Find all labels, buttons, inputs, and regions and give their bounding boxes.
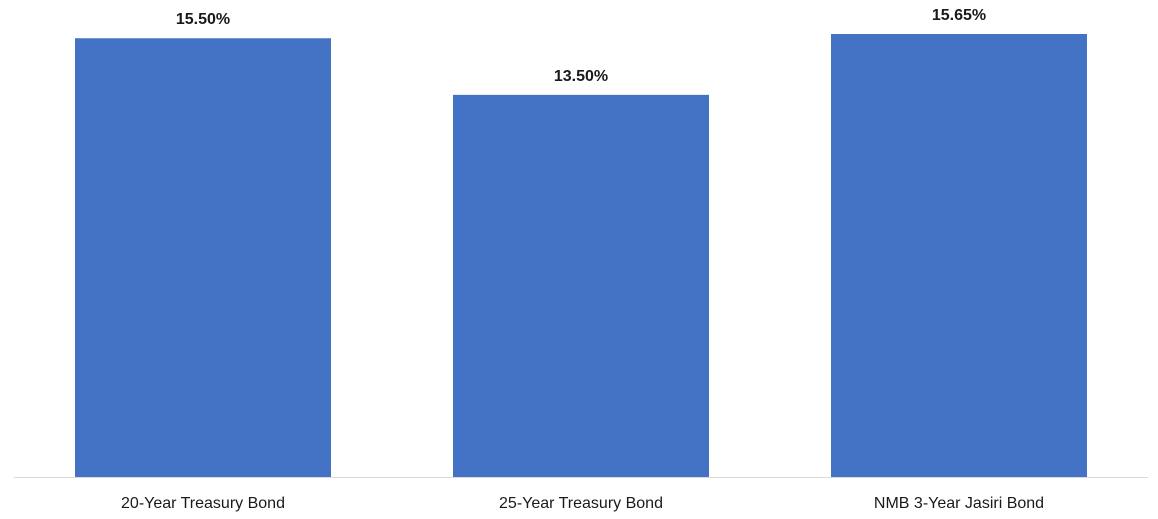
bar-1 (75, 38, 331, 478)
bar-3 (831, 34, 1087, 477)
data-labels-group: 15.50% 13.50% 15.65% (176, 7, 986, 85)
bar-2 (453, 94, 709, 477)
x-tick-label-3: NMB 3-Year Jasiri Bond (874, 495, 1044, 512)
x-tick-labels-group: 20-Year Treasury Bond 25-Year Treasury Bo… (121, 495, 1044, 512)
bars-group (75, 34, 1087, 478)
data-label-3: 15.65% (932, 7, 986, 24)
data-label-2: 13.50% (554, 68, 608, 85)
x-tick-label-1: 20-Year Treasury Bond (121, 495, 285, 512)
data-label-1: 15.50% (176, 11, 230, 28)
x-tick-label-2: 25-Year Treasury Bond (499, 495, 663, 512)
